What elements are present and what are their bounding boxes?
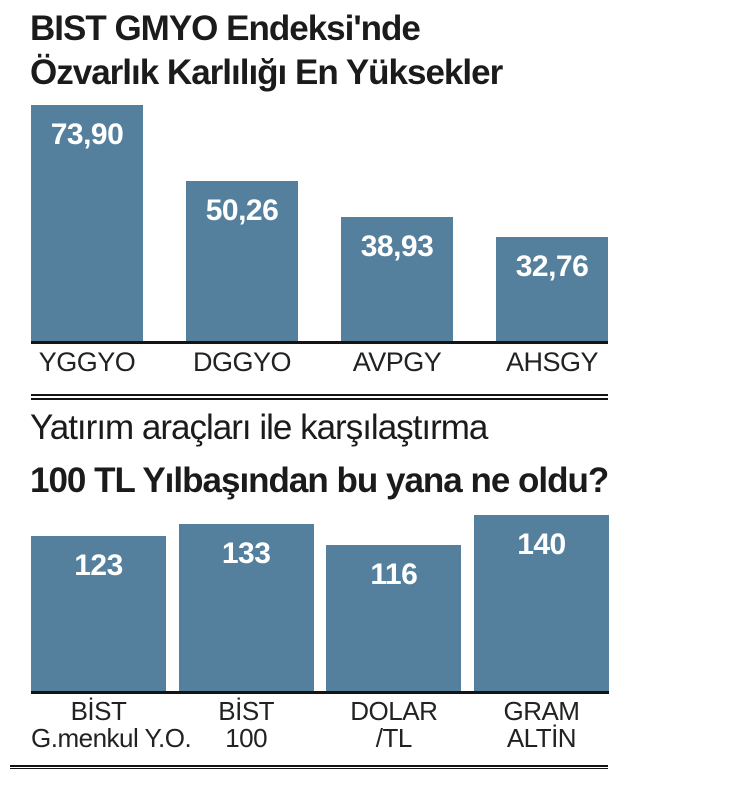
bar-value-label: 38,93 bbox=[360, 230, 434, 263]
chart2-x-axis: BİST G.menkul Y.O. BİST 100 DOLAR /TL GR… bbox=[31, 698, 609, 752]
bar-dggyo: 50,26 bbox=[186, 181, 298, 341]
x-axis-label-gram-altin: GRAM ALTİN bbox=[474, 698, 609, 752]
bar-bist-100: 133 bbox=[178, 524, 314, 691]
x-axis-label-bist-gmenkul: BİST G.menkul Y.O. bbox=[31, 696, 192, 753]
chart1-title-line-2: Özvarlık Karlılığı En Yüksekler bbox=[30, 53, 503, 92]
chart1-x-axis: YGGYO DGGYO AVPGY AHSGY bbox=[31, 347, 608, 378]
bar-value-label: 123 bbox=[74, 549, 123, 582]
bar-value-label: 116 bbox=[370, 558, 418, 591]
x-axis-label-line: G.menkul Y.O. bbox=[31, 723, 192, 753]
x-axis-label-line: BİST bbox=[218, 696, 275, 726]
chart1-plot: 73,90 50,26 38,93 32,76 bbox=[31, 105, 608, 344]
x-axis-label-yggyo: YGGYO bbox=[38, 347, 136, 377]
bar-value-label: 133 bbox=[221, 537, 271, 570]
chart2-kicker: Yatırım araçları ile karşılaştırma bbox=[30, 408, 488, 447]
x-axis-label-line: GRAM bbox=[503, 696, 580, 726]
bar-dolar-tl: 116 bbox=[326, 545, 462, 691]
x-axis-label-line: 100 bbox=[225, 723, 268, 753]
chart1-title-line-1: BIST GMYO Endeksi'nde bbox=[30, 9, 421, 48]
section-divider bbox=[31, 394, 608, 400]
bottom-divider bbox=[10, 765, 608, 769]
chart2-plot: 123 133 116 140 bbox=[31, 515, 609, 694]
chart2-title: 100 TL Yılbaşından bu yana ne oldu? bbox=[30, 461, 609, 500]
x-axis-label-bist-100: BİST 100 bbox=[179, 698, 314, 752]
bar-value-label: 140 bbox=[517, 528, 566, 561]
x-axis-label-dggyo: DGGYO bbox=[192, 347, 292, 377]
x-axis-label-dolar-tl: DOLAR /TL bbox=[326, 698, 461, 752]
x-axis-label-line: DOLAR bbox=[350, 696, 438, 726]
x-axis-label-line: /TL bbox=[375, 723, 413, 753]
x-axis-label-line: BİST bbox=[70, 696, 127, 726]
bar-value-label: 32,76 bbox=[515, 250, 589, 283]
x-axis-label-line: ALTİN bbox=[506, 723, 577, 753]
chart1-title: BIST GMYO Endeksi'nde Özvarlık Karlılığı… bbox=[30, 7, 503, 95]
x-axis-label-avpgy: AVPGY bbox=[352, 347, 442, 377]
bar-yggyo: 73,90 bbox=[31, 105, 143, 341]
bar-value-label: 73,90 bbox=[50, 118, 124, 151]
bar-bist-gmenkul: 123 bbox=[31, 536, 166, 691]
x-axis-label-ahsgy: AHSGY bbox=[505, 347, 599, 377]
bar-ahsgy: 32,76 bbox=[496, 237, 608, 341]
bar-avpgy: 38,93 bbox=[341, 217, 453, 341]
bar-gram-altin: 140 bbox=[473, 515, 609, 691]
bar-value-label: 50,26 bbox=[205, 194, 279, 227]
